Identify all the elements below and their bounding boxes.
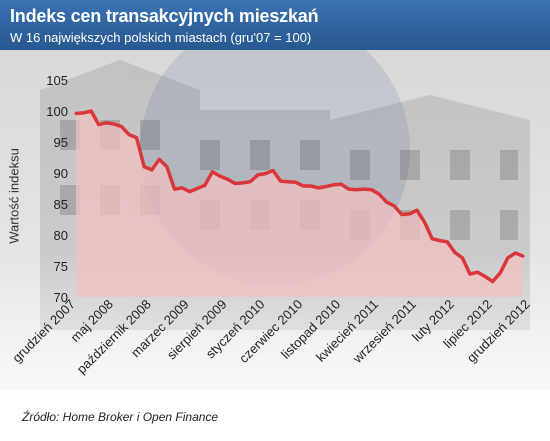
data-point: [438, 239, 442, 243]
data-point: [203, 183, 207, 187]
y-tick-label: 100: [46, 104, 68, 119]
data-point: [354, 188, 358, 192]
data-point: [188, 190, 192, 194]
data-point: [347, 187, 351, 191]
data-point: [430, 237, 434, 241]
x-tick-label: grudzień 2007: [9, 297, 78, 366]
data-point: [445, 240, 449, 244]
data-point: [142, 165, 146, 169]
data-point: [339, 182, 343, 186]
data-point: [377, 192, 381, 196]
data-point: [498, 271, 502, 275]
data-point: [506, 256, 510, 260]
chart-header: Indeks cen transakcyjnych mieszkań W 16 …: [0, 0, 550, 50]
chart-title: Indeks cen transakcyjnych mieszkań: [10, 6, 319, 26]
data-point: [483, 275, 487, 279]
series-area: [76, 111, 523, 297]
data-point: [150, 168, 154, 172]
y-tick-label: 70: [54, 290, 68, 305]
data-point: [195, 187, 199, 190]
data-point: [392, 204, 396, 208]
data-point: [385, 200, 389, 204]
data-point: [294, 180, 298, 184]
data-point: [476, 270, 480, 274]
data-point: [301, 184, 305, 188]
data-point: [324, 185, 328, 189]
data-point: [468, 272, 472, 276]
data-point: [241, 181, 245, 185]
data-point: [316, 186, 320, 190]
data-point: [332, 183, 336, 187]
data-point: [82, 111, 86, 115]
data-point: [491, 280, 495, 283]
data-point: [112, 122, 116, 126]
data-point: [74, 111, 78, 115]
data-point: [135, 136, 139, 140]
data-point: [97, 123, 101, 127]
data-point: [407, 212, 411, 216]
data-point: [263, 172, 267, 176]
data-point: [180, 186, 184, 190]
data-point: [369, 188, 373, 192]
data-point: [271, 169, 275, 173]
data-point: [172, 187, 176, 191]
data-point: [279, 179, 283, 183]
data-point: [89, 109, 93, 113]
data-point: [286, 180, 290, 184]
chart-subtitle: W 16 największych polskich miastach (gru…: [10, 30, 312, 45]
data-point: [309, 184, 313, 188]
data-points: [74, 109, 525, 283]
data-point: [521, 254, 525, 258]
data-point: [400, 213, 404, 217]
data-point: [119, 125, 123, 128]
data-point: [210, 170, 214, 174]
data-point: [226, 177, 230, 181]
data-point: [460, 256, 464, 260]
data-point: [423, 220, 427, 224]
data-point: [362, 187, 366, 191]
data-point: [415, 208, 419, 212]
data-point: [157, 157, 161, 161]
data-point: [218, 174, 222, 178]
data-point: [513, 251, 517, 255]
y-tick-label: 105: [46, 73, 68, 88]
source-note: Źródło: Home Broker i Open Finance: [22, 410, 219, 424]
y-tick-label: 80: [54, 228, 68, 243]
y-tick-label: 90: [54, 166, 68, 181]
data-point: [104, 121, 108, 125]
data-point: [165, 165, 169, 169]
data-point: [453, 250, 457, 254]
y-tick-labels: 70 75 80 85 90 95 100 105: [46, 73, 68, 305]
data-point: [256, 173, 260, 177]
data-point: [248, 180, 252, 184]
y-tick-label: 75: [54, 259, 68, 274]
data-point: [127, 133, 131, 137]
y-tick-label: 85: [54, 197, 68, 212]
data-point: [233, 182, 237, 186]
y-tick-label: 95: [54, 135, 68, 150]
